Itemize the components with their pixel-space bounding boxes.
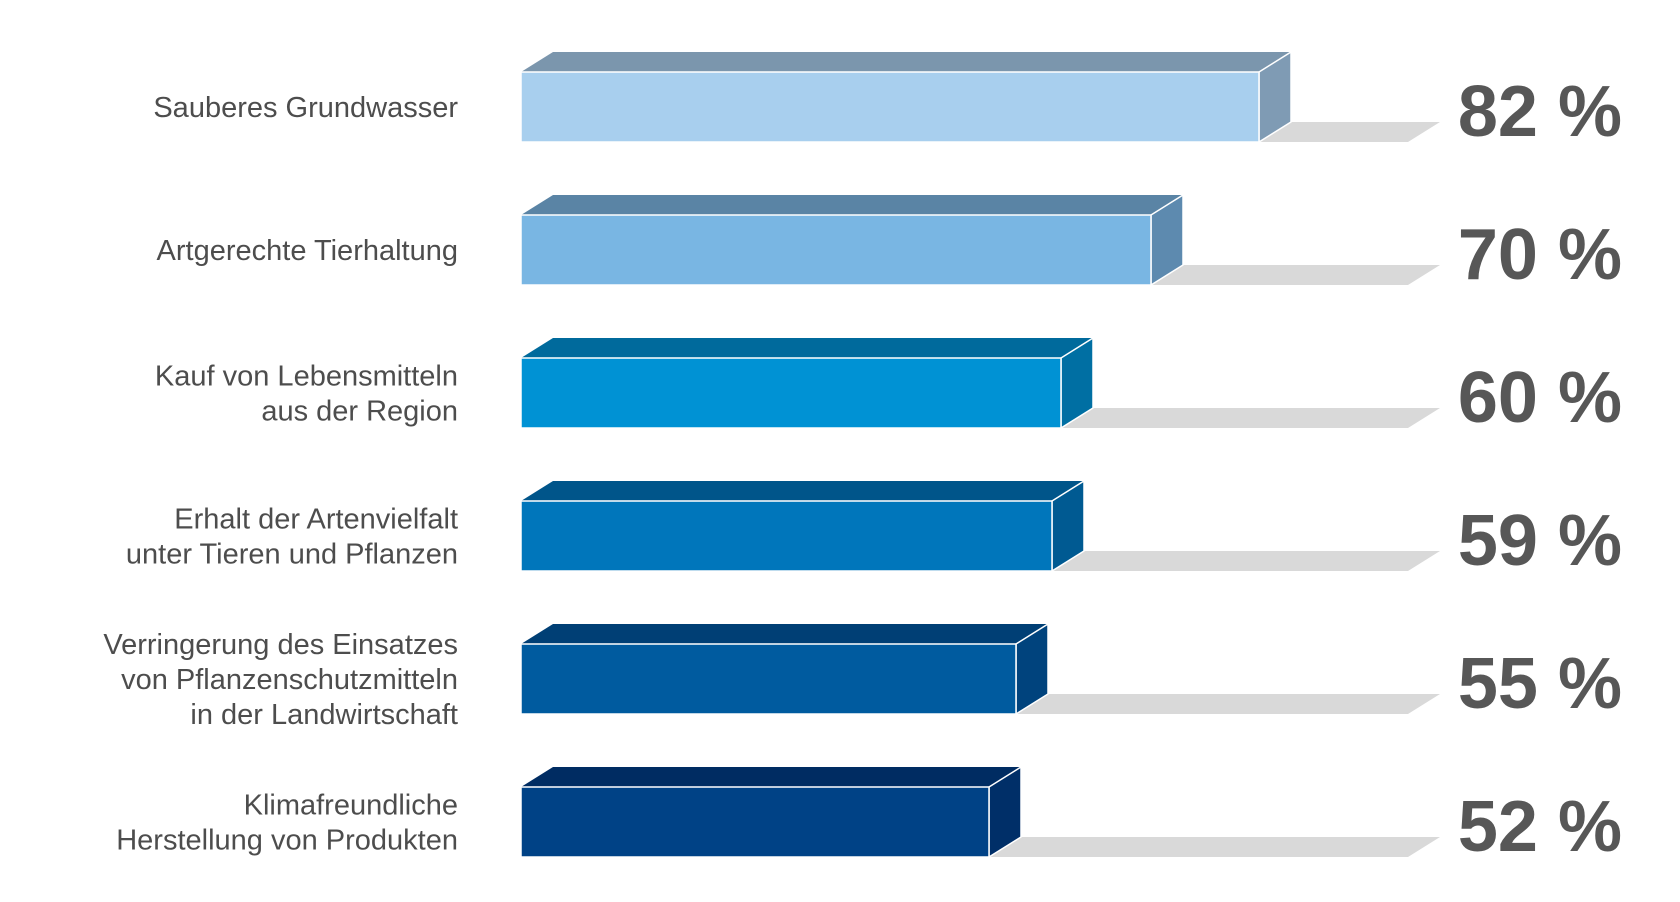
bar bbox=[520, 622, 1049, 716]
category-label: Erhalt der Artenvielfalt unter Tieren und… bbox=[126, 504, 458, 571]
value-label: 82 % bbox=[1458, 72, 1622, 152]
value-label: 70 % bbox=[1458, 215, 1622, 295]
bars bbox=[520, 50, 1292, 859]
bar-top-face bbox=[521, 195, 1183, 215]
bar-shadow bbox=[1052, 551, 1440, 571]
bar-front-face bbox=[520, 214, 1152, 286]
bar-shadows bbox=[989, 122, 1440, 857]
bar-shadow bbox=[1151, 265, 1440, 285]
value-label: 60 % bbox=[1458, 358, 1622, 438]
bar bbox=[520, 193, 1184, 287]
bar bbox=[520, 336, 1094, 430]
bar-front-face bbox=[520, 357, 1062, 429]
bar-shadow bbox=[1016, 694, 1440, 714]
bar bbox=[520, 479, 1085, 573]
bar-shadow bbox=[1061, 408, 1440, 428]
bar-front-face bbox=[520, 500, 1053, 572]
bar-top-face bbox=[521, 624, 1048, 644]
bar-shadow bbox=[989, 837, 1440, 857]
category-label: Artgerechte Tierhaltung bbox=[157, 235, 458, 267]
category-label: Verringerung des Einsatzes von Pflanzensc… bbox=[103, 629, 458, 731]
value-label: 55 % bbox=[1458, 644, 1622, 724]
bar-top-face bbox=[521, 767, 1021, 787]
bar-top-face bbox=[521, 52, 1291, 72]
value-labels: 82 % 70 % 60 % 59 % 55 % 52 % bbox=[1458, 72, 1622, 867]
bar bbox=[520, 50, 1292, 144]
bar-front-face bbox=[520, 786, 990, 858]
bar-front-face bbox=[520, 71, 1260, 143]
category-label: Kauf von Lebensmitteln aus der Region bbox=[155, 361, 458, 428]
value-label: 59 % bbox=[1458, 501, 1622, 581]
bar-shadow bbox=[1259, 122, 1440, 142]
category-labels: Sauberes Grundwasser Artgerechte Tierhalt… bbox=[103, 92, 458, 857]
category-label: Klimafreundliche Herstellung von Produkte… bbox=[116, 790, 458, 857]
bar-front-face bbox=[520, 643, 1017, 715]
bar-top-face bbox=[521, 481, 1084, 501]
bar-top-face bbox=[521, 338, 1093, 358]
category-label: Sauberes Grundwasser bbox=[153, 92, 458, 124]
value-label: 52 % bbox=[1458, 787, 1622, 867]
bar bbox=[520, 765, 1022, 859]
